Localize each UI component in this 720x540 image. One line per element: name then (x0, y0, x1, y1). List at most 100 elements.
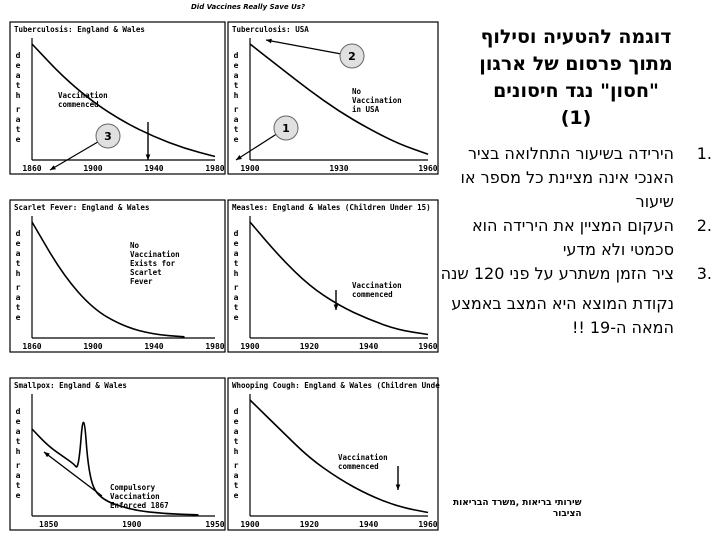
y-label-letter: h (234, 91, 239, 100)
chart-annotation: Fever (130, 277, 153, 286)
y-label-letter: a (234, 249, 239, 258)
y-label-letter: d (234, 51, 239, 60)
callout-arrow-head (266, 38, 272, 44)
chart-panel: Measles: England & Wales (Children Under… (227, 199, 439, 353)
critique-list: 1. הירידה בשיעור התחלואה בציר האנכי אינה… (440, 142, 712, 286)
y-label-letter: e (234, 239, 239, 248)
y-label-letter: t (16, 259, 21, 268)
x-tick-label: 1960 (418, 520, 437, 529)
item-text: ציר הזמן משתרע על פני 120 שנה (440, 264, 674, 283)
footer-line: הציבור (552, 509, 582, 519)
y-label-letter: d (234, 229, 239, 238)
y-label-letter: a (16, 249, 21, 258)
callout-number: 1 (282, 122, 290, 135)
y-label-letter: a (234, 71, 239, 80)
y-label-letter: h (234, 447, 239, 456)
x-tick-label: 1930 (329, 164, 348, 173)
death-rate-line (249, 399, 429, 514)
explanation-column: דוגמה להטעיה וסילוף מתוך פרסום של ארגון … (440, 0, 712, 540)
y-label-letter: t (234, 125, 239, 134)
chart-title: Whooping Cough: England & Wales (Childre… (232, 381, 440, 390)
death-rate-line (31, 421, 199, 516)
y-label-letter: t (16, 437, 21, 446)
item-text: העקום המציין את הירידה הוא סכמטי ולא מדע… (471, 216, 674, 259)
panel-frame (9, 199, 226, 353)
callout-number: 3 (104, 130, 112, 143)
panel-frame (9, 377, 226, 531)
chart-annotation: Vaccination (58, 91, 108, 100)
y-label-letter: d (16, 51, 21, 60)
callout-badge (95, 123, 121, 149)
heading-line: (1) (560, 107, 592, 129)
x-tick-label: 1900 (240, 520, 259, 529)
x-tick-label: 1980 (205, 164, 224, 173)
y-label-letter: a (16, 471, 21, 480)
chart-annotation: in USA (352, 105, 380, 114)
heading-line: דוגמה להטעיה וסילוף (480, 26, 672, 48)
chart-annotation: No (130, 241, 140, 250)
y-label-letter: a (16, 115, 21, 124)
arrow-head (395, 484, 401, 490)
y-label-letter: t (16, 303, 21, 312)
y-label-letter: t (16, 81, 21, 90)
x-tick-label: 1920 (300, 342, 319, 351)
death-rate-line (249, 43, 429, 155)
chart-annotation: Vaccination (130, 250, 180, 259)
arrow-head (44, 452, 50, 458)
callout-arrow-head (236, 155, 242, 160)
x-tick-label: 1900 (240, 164, 259, 173)
x-tick-label: 1860 (22, 164, 41, 173)
y-label-letter: h (16, 269, 21, 278)
y-label-letter: t (16, 481, 21, 490)
x-tick-label: 1900 (83, 342, 102, 351)
y-label-letter: r (16, 105, 21, 114)
y-label-letter: e (234, 313, 239, 322)
chart-title: Measles: England & Wales (Children Under… (232, 203, 431, 212)
x-tick-label: 1940 (359, 520, 378, 529)
x-tick-label: 1860 (22, 342, 41, 351)
conclusion-text: נקודת המוצא היא המצב באמצע המאה ה-19 !! (451, 294, 674, 337)
callout-badge (273, 115, 299, 141)
y-label-letter: r (234, 105, 239, 114)
x-tick-label: 1950 (205, 520, 224, 529)
item-text: הירידה בשיעור התחלואה בציר האנכי אינה מצ… (460, 144, 674, 211)
chart-annotation: commenced (58, 100, 99, 109)
callout-number: 2 (348, 50, 356, 63)
y-label-letter: a (234, 293, 239, 302)
x-tick-label: 1960 (418, 342, 437, 351)
list-item: 2. העקום המציין את הירידה הוא סכמטי ולא … (440, 214, 712, 262)
y-label-letter: e (234, 417, 239, 426)
chart-annotation: Enforced 1867 (110, 501, 169, 510)
y-label-letter: e (234, 61, 239, 70)
x-tick-label: 1900 (83, 164, 102, 173)
y-label-letter: a (234, 471, 239, 480)
chart-panel: Tuberculosis: England & Walesdeathrate18… (9, 21, 226, 175)
y-label-letter: a (16, 71, 21, 80)
y-label-letter: r (16, 283, 21, 292)
callout-badge (339, 43, 365, 69)
callout-pointer (265, 39, 353, 57)
y-label-letter: d (234, 407, 239, 416)
y-label-letter: h (234, 269, 239, 278)
y-label-letter: r (16, 461, 21, 470)
y-label-letter: e (16, 491, 21, 500)
y-label-letter: r (234, 461, 239, 470)
panel-frame (9, 21, 226, 175)
panel-frame (227, 377, 439, 531)
death-rate-line (31, 43, 216, 158)
chart-panel: Whooping Cough: England & Wales (Childre… (227, 377, 440, 531)
chart-annotation: Exists for (130, 259, 176, 268)
panel-frame (227, 21, 439, 175)
slide-heading: דוגמה להטעיה וסילוף מתוך פרסום של ארגון … (440, 24, 712, 132)
death-rate-line (249, 221, 429, 336)
list-item: 3. ציר הזמן משתרע על פני 120 שנה (440, 262, 712, 286)
y-label-letter: h (16, 91, 21, 100)
y-label-letter: a (234, 115, 239, 124)
y-label-letter: h (16, 447, 21, 456)
y-label-letter: e (16, 313, 21, 322)
pointer-line (43, 451, 103, 497)
chart-title: Tuberculosis: England & Wales (14, 25, 145, 34)
item-number: 3. (696, 264, 712, 283)
